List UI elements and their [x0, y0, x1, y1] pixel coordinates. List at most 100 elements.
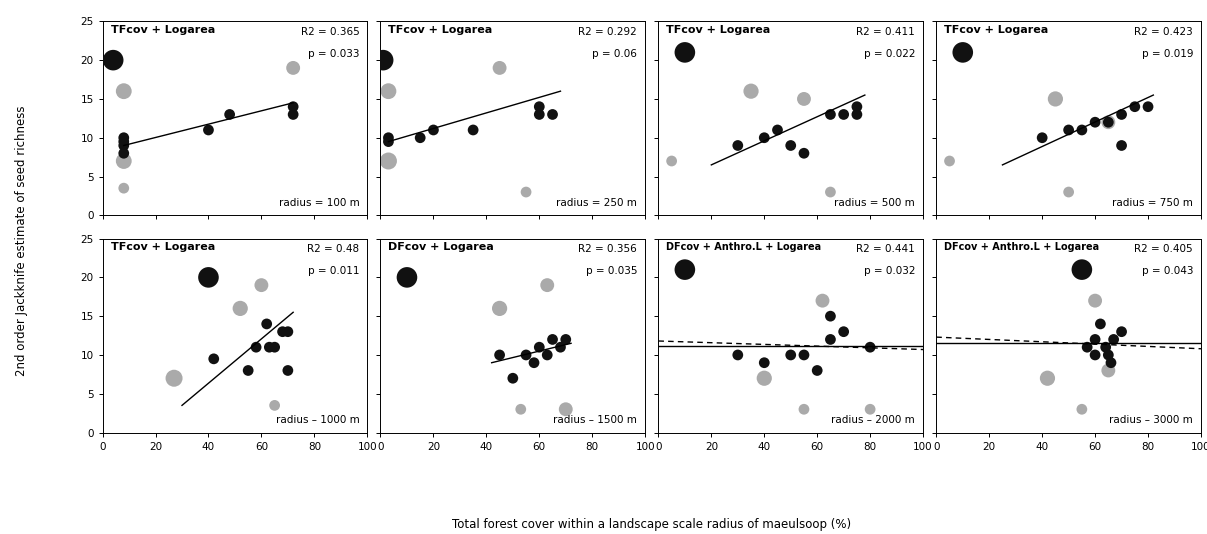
Point: [204, 355, 223, 363]
Text: radius = 500 m: radius = 500 m: [834, 198, 915, 208]
Point: [511, 405, 530, 413]
Point: [115, 149, 134, 158]
Text: radius – 3000 m: radius – 3000 m: [1109, 415, 1193, 425]
Point: [675, 265, 694, 274]
Text: TFcov + Logarea: TFcov + Logarea: [111, 242, 215, 253]
Point: [861, 405, 880, 413]
Point: [661, 157, 681, 166]
Point: [397, 273, 416, 281]
Text: radius – 1500 m: radius – 1500 m: [553, 415, 637, 425]
Point: [284, 64, 303, 72]
Point: [821, 312, 840, 320]
Point: [252, 281, 272, 289]
Point: [1101, 358, 1120, 367]
Point: [424, 125, 443, 134]
Point: [115, 184, 134, 192]
Text: R2 = 0.365: R2 = 0.365: [301, 27, 360, 37]
Point: [1091, 320, 1110, 328]
Text: R2 = 0.423: R2 = 0.423: [1135, 27, 1193, 37]
Text: radius – 1000 m: radius – 1000 m: [275, 415, 360, 425]
Point: [1112, 327, 1131, 336]
Point: [556, 405, 576, 413]
Text: DFcov + Anthro.L + Logarea: DFcov + Anthro.L + Logarea: [666, 242, 822, 253]
Point: [834, 327, 853, 336]
Point: [834, 110, 853, 119]
Point: [373, 56, 392, 65]
Point: [1098, 118, 1118, 127]
Point: [1112, 141, 1131, 150]
Point: [794, 149, 814, 158]
Point: [220, 110, 239, 119]
Text: R2 = 0.356: R2 = 0.356: [578, 245, 637, 254]
Point: [1072, 265, 1091, 274]
Point: [821, 110, 840, 119]
Point: [821, 188, 840, 197]
Point: [115, 137, 134, 146]
Point: [1112, 110, 1131, 119]
Point: [1059, 188, 1078, 197]
Point: [812, 296, 832, 305]
Point: [503, 374, 523, 382]
Point: [379, 157, 398, 166]
Point: [490, 64, 509, 72]
Point: [556, 335, 576, 344]
Point: [794, 405, 814, 413]
Point: [1085, 296, 1104, 305]
Text: p = 0.043: p = 0.043: [1142, 266, 1193, 276]
Point: [1072, 125, 1091, 134]
Point: [115, 157, 134, 166]
Point: [537, 281, 556, 289]
Point: [517, 351, 536, 359]
Point: [530, 110, 549, 119]
Text: DFcov + Logarea: DFcov + Logarea: [389, 242, 494, 253]
Point: [104, 56, 123, 65]
Point: [1045, 95, 1065, 103]
Text: R2 = 0.441: R2 = 0.441: [857, 245, 915, 254]
Point: [1078, 343, 1097, 351]
Point: [1059, 125, 1078, 134]
Point: [530, 343, 549, 351]
Text: radius = 750 m: radius = 750 m: [1112, 198, 1193, 208]
Point: [231, 304, 250, 313]
Point: [284, 103, 303, 111]
Point: [550, 343, 570, 351]
Point: [1096, 343, 1115, 351]
Point: [278, 366, 297, 375]
Point: [490, 351, 509, 359]
Text: 2nd order Jackknife estimate of seed richness: 2nd order Jackknife estimate of seed ric…: [16, 105, 28, 375]
Text: p = 0.022: p = 0.022: [864, 49, 915, 59]
Text: p = 0.019: p = 0.019: [1142, 49, 1193, 59]
Point: [266, 401, 285, 410]
Point: [781, 141, 800, 150]
Point: [728, 141, 747, 150]
Point: [524, 358, 543, 367]
Point: [115, 87, 134, 96]
Point: [1098, 366, 1118, 375]
Point: [463, 125, 483, 134]
Point: [754, 358, 774, 367]
Point: [490, 304, 509, 313]
Text: TFcov + Logarea: TFcov + Logarea: [944, 25, 1049, 35]
Text: TFcov + Logarea: TFcov + Logarea: [666, 25, 770, 35]
Text: TFcov + Logarea: TFcov + Logarea: [111, 25, 215, 35]
Point: [379, 87, 398, 96]
Point: [379, 134, 398, 142]
Point: [1098, 351, 1118, 359]
Point: [257, 320, 276, 328]
Text: TFcov + Logarea: TFcov + Logarea: [389, 25, 492, 35]
Point: [530, 103, 549, 111]
Point: [1085, 118, 1104, 127]
Point: [199, 273, 218, 281]
Point: [768, 125, 787, 134]
Point: [115, 134, 134, 142]
Point: [1098, 118, 1118, 127]
Point: [1138, 103, 1158, 111]
Point: [543, 335, 562, 344]
Text: R2 = 0.405: R2 = 0.405: [1135, 245, 1193, 254]
Point: [239, 366, 258, 375]
Text: radius – 2000 m: radius – 2000 m: [832, 415, 915, 425]
Point: [821, 335, 840, 344]
Text: R2 = 0.48: R2 = 0.48: [308, 245, 360, 254]
Point: [537, 351, 556, 359]
Point: [807, 366, 827, 375]
